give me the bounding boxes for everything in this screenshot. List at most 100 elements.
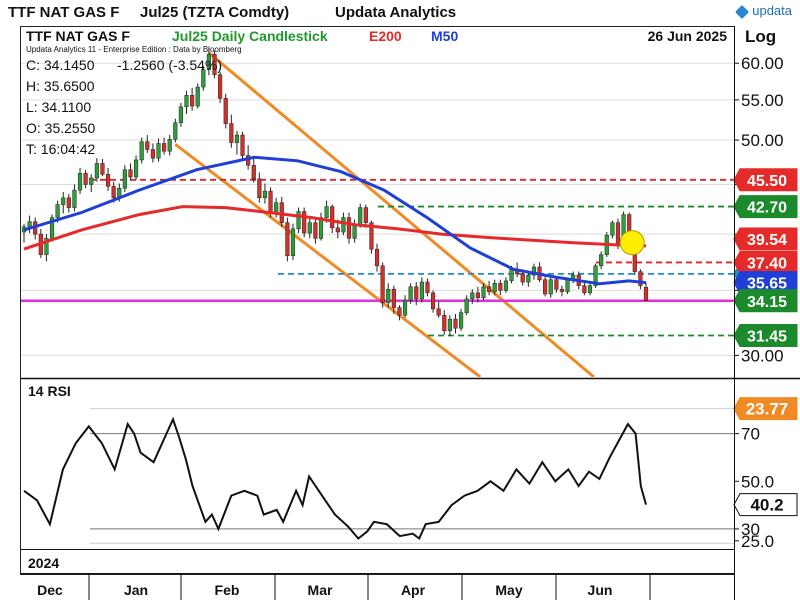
candle-body — [229, 123, 234, 143]
candle-body — [307, 222, 312, 234]
candle-body — [72, 189, 77, 208]
price-tick-label: 55.00 — [741, 91, 784, 110]
candle-body — [139, 141, 144, 161]
price-tick-label: 60.00 — [741, 54, 784, 73]
candle-body — [643, 287, 649, 302]
candle-body — [324, 206, 329, 218]
candle — [195, 83, 200, 109]
ohlc-change: -1.2560 (-3.54%) — [117, 57, 222, 73]
candle — [425, 278, 430, 297]
candle — [599, 251, 604, 270]
candle-body — [296, 211, 301, 230]
candle-body — [156, 143, 161, 159]
level-tag-label: 31.45 — [747, 328, 787, 345]
candle-body — [77, 173, 83, 191]
candle-body — [206, 53, 211, 70]
candle-body — [363, 207, 368, 223]
level-tag-label: 34.15 — [747, 294, 787, 311]
candle — [492, 279, 497, 296]
candle-body — [61, 197, 66, 205]
price-channel — [174, 51, 595, 377]
candle — [408, 283, 413, 304]
candle — [61, 192, 66, 214]
month-label: Jan — [124, 582, 148, 598]
level-tag-box — [733, 227, 798, 251]
candle-body — [565, 279, 570, 292]
e200-line — [23, 205, 647, 251]
candlesticks — [21, 48, 649, 337]
candle-body — [27, 221, 32, 228]
month-label: Jun — [588, 582, 613, 598]
candle-body — [391, 288, 396, 308]
candle — [122, 165, 127, 193]
candle-body — [290, 228, 296, 256]
rsi-tag-label: 40.2 — [750, 496, 783, 515]
level-tag-label: 35.65 — [747, 276, 787, 293]
logo-text: updata — [752, 3, 792, 18]
candle — [134, 155, 139, 180]
rsi-line — [23, 416, 647, 541]
title-bar: TTF NAT GAS F Jul25 (TZTA Comdty) Updata… — [0, 0, 800, 26]
candle — [459, 308, 464, 331]
candle-body — [55, 204, 60, 218]
candle — [302, 207, 307, 238]
candle-body — [531, 266, 536, 276]
candle-body — [145, 141, 150, 150]
candle-body — [425, 281, 430, 294]
rsi-tick-label: 25.0 — [741, 532, 774, 551]
candle — [72, 184, 77, 212]
candle — [218, 71, 223, 103]
candle — [559, 285, 565, 297]
candle — [145, 135, 150, 153]
candle — [290, 223, 296, 261]
candle-body — [447, 318, 452, 332]
candle — [447, 315, 452, 337]
candle-body — [212, 53, 217, 75]
candle-body — [402, 299, 408, 316]
candle-body — [442, 314, 447, 332]
candle — [66, 193, 71, 213]
candle-body — [386, 288, 391, 303]
level-tag-label: 45.50 — [747, 173, 787, 190]
candle — [27, 215, 32, 234]
candle-body — [374, 248, 380, 267]
candle-body — [195, 86, 200, 107]
candle-body — [498, 282, 503, 291]
rsi-tag-box — [733, 397, 798, 421]
price-tick-label: 50.00 — [741, 131, 784, 150]
candle-body — [335, 227, 340, 233]
candle-body — [414, 286, 419, 300]
candle-body — [240, 134, 245, 156]
candle-body — [548, 279, 553, 295]
candle-body — [543, 279, 548, 295]
rsi-axis: 25.030 50.0 70 — [734, 425, 774, 551]
candle-body — [358, 207, 363, 225]
candle — [21, 223, 27, 243]
candle — [503, 277, 508, 293]
highlight-marker — [619, 230, 645, 256]
candle — [100, 159, 105, 177]
candle — [206, 48, 211, 76]
candle — [543, 275, 548, 297]
candle — [240, 131, 245, 160]
candle — [251, 156, 256, 183]
candle-body — [162, 143, 167, 152]
candle-body — [150, 149, 155, 159]
candle — [380, 262, 385, 308]
candle — [49, 214, 55, 242]
rsi-tick-label: 30 — [741, 520, 760, 539]
channel-lower-line — [174, 143, 482, 377]
candle-body — [134, 159, 139, 178]
candle-body — [346, 217, 352, 239]
candle — [582, 282, 587, 296]
candle — [374, 243, 380, 272]
candle-body — [587, 285, 593, 294]
candle — [77, 167, 83, 194]
candle — [44, 234, 49, 262]
level-tag-close: 34.15 — [733, 289, 798, 313]
rsi-tag-box — [733, 493, 798, 517]
rsi-label: 14 RSI — [28, 383, 71, 399]
candle-body — [178, 106, 183, 123]
candle-body — [262, 190, 268, 199]
candle-body — [397, 307, 402, 316]
